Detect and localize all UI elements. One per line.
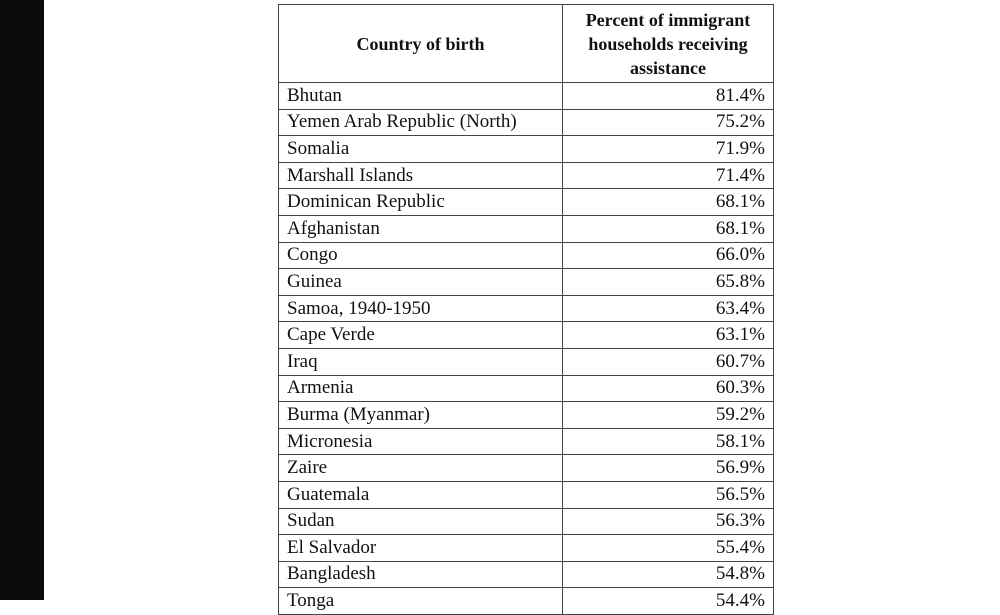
table-row: Bangladesh 54.8%: [278, 560, 774, 589]
percent-cell: 71.4%: [562, 161, 774, 190]
table-row: Micronesia 58.1%: [278, 427, 774, 456]
percent-cell: 68.1%: [562, 214, 774, 243]
country-cell: El Salvador: [278, 534, 563, 562]
table-row: Marshall Islands 71.4%: [278, 161, 774, 190]
percent-cell: 71.9%: [562, 135, 774, 163]
percent-cell: 60.7%: [562, 347, 774, 376]
percent-cell: 81.4%: [562, 82, 774, 110]
table-header: Country of birth Percent of immigrant ho…: [278, 4, 774, 83]
header-row: Country of birth Percent of immigrant ho…: [278, 4, 774, 83]
table-row: Armenia 60.3%: [278, 374, 774, 403]
percent-cell: 55.4%: [562, 534, 774, 562]
table-row: Congo 66.0%: [278, 241, 774, 270]
table-row: Yemen Arab Republic (North) 75.2%: [278, 108, 774, 137]
percent-cell: 54.8%: [562, 560, 774, 589]
side-strip: [0, 0, 44, 600]
table-row: El Salvador 55.4%: [278, 534, 774, 562]
country-cell: Sudan: [278, 507, 563, 536]
table-row: Afghanistan 68.1%: [278, 214, 774, 243]
table-row: Samoa, 1940-1950 63.4%: [278, 294, 774, 323]
table-row: Cape Verde 63.1%: [278, 321, 774, 349]
percent-cell: 75.2%: [562, 108, 774, 137]
country-cell: Bangladesh: [278, 560, 563, 589]
country-cell: Somalia: [278, 135, 563, 163]
country-cell: Cape Verde: [278, 321, 563, 349]
country-cell: Burma (Myanmar): [278, 401, 563, 429]
percent-cell: 59.2%: [562, 401, 774, 429]
percent-cell: 58.1%: [562, 427, 774, 456]
table-row: Somalia 71.9%: [278, 135, 774, 163]
table-row: Sudan 56.3%: [278, 507, 774, 536]
table-row: Guatemala 56.5%: [278, 480, 774, 509]
page: Country of birth Percent of immigrant ho…: [0, 0, 774, 615]
table-body: Bhutan 81.4% Yemen Arab Republic (North) 75…: [278, 82, 774, 615]
country-cell: Guatemala: [278, 480, 563, 509]
percent-cell: 63.4%: [562, 294, 774, 323]
country-cell: Samoa, 1940-1950: [278, 294, 563, 323]
country-cell: Bhutan: [278, 82, 563, 110]
table-row: Zaire 56.9%: [278, 454, 774, 482]
table-row: Iraq 60.7%: [278, 347, 774, 376]
table-row: Bhutan 81.4%: [278, 82, 774, 110]
country-cell: Armenia: [278, 374, 563, 403]
country-cell: Micronesia: [278, 427, 563, 456]
percent-cell: 63.1%: [562, 321, 774, 349]
percent-cell: 54.4%: [562, 587, 774, 615]
percent-cell: 66.0%: [562, 241, 774, 270]
country-cell: Tonga: [278, 587, 563, 615]
percent-cell: 65.8%: [562, 268, 774, 296]
percent-cell: 60.3%: [562, 374, 774, 403]
percent-cell: 56.5%: [562, 480, 774, 509]
table-row: Burma (Myanmar) 59.2%: [278, 401, 774, 429]
country-cell: Congo: [278, 241, 563, 270]
country-cell: Zaire: [278, 454, 563, 482]
country-cell: Marshall Islands: [278, 161, 563, 190]
table-row: Tonga 54.4%: [278, 587, 774, 615]
country-cell: Dominican Republic: [278, 188, 563, 216]
country-cell: Guinea: [278, 268, 563, 296]
table-row: Guinea 65.8%: [278, 268, 774, 296]
header-cell: Country of birth: [278, 4, 563, 83]
table-row: Dominican Republic 68.1%: [278, 188, 774, 216]
country-cell: Afghanistan: [278, 214, 563, 243]
country-cell: Iraq: [278, 347, 563, 376]
percent-cell: 68.1%: [562, 188, 774, 216]
country-cell: Yemen Arab Republic (North): [278, 108, 563, 137]
percent-cell: 56.3%: [562, 507, 774, 536]
percent-cell: 56.9%: [562, 454, 774, 482]
data-table: Country of birth Percent of immigrant ho…: [278, 4, 774, 615]
header-cell: Percent of immigrant households receivin…: [562, 4, 774, 83]
